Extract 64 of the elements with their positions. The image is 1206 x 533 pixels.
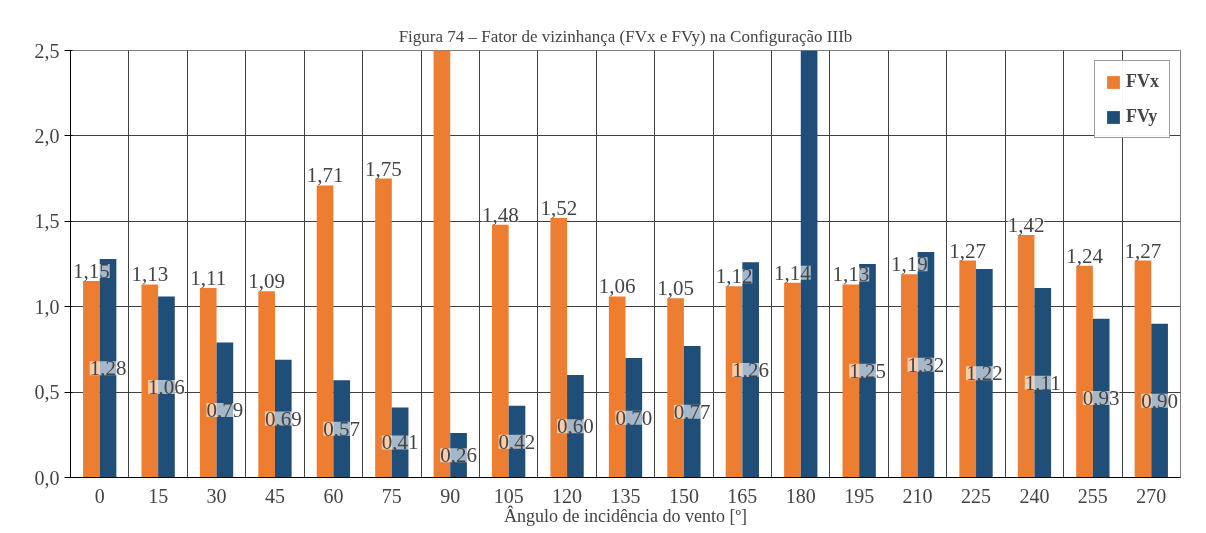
data-label: 1,27 [1124,238,1162,263]
x-tick-label: 195 [844,484,875,507]
x-tick-label: 165 [727,484,758,507]
data-label: 0,69 [264,406,302,431]
chart-title: Figura 74 – Fator de vizinhança (FVx e FVy) na Configuração IIIb [398,26,853,46]
data-label: 1,06 [598,274,636,299]
data-label: 1,13 [131,262,169,287]
data-label: 1,27 [949,238,987,263]
data-label: 1,11 [1024,370,1061,395]
data-label: 1,26 [732,357,770,382]
x-axis-title: Ângulo de incidência do vento [º] [504,504,748,526]
x-tick-label: 150 [668,484,699,507]
data-label: 0,70 [615,405,653,430]
legend-label: FVy [1126,106,1158,127]
x-tick-label: 15 [148,484,169,507]
x-tick-label: 180 [785,484,816,507]
data-label: 0,57 [323,416,361,441]
y-tick-label: 0,0 [34,466,60,489]
data-label: 1,48 [481,202,519,227]
data-label: 0,42 [498,429,536,454]
x-tick-label: 135 [610,484,641,507]
data-label: 0,90 [1141,388,1178,413]
data-label: 1,75 [365,156,402,181]
x-tick-label: 75 [381,484,402,507]
x-tick-label: 30 [206,484,227,507]
y-tick-label: 2,5 [34,39,60,62]
data-label: 1,05 [657,276,694,301]
data-label: 1,13 [832,262,870,287]
y-tick-label: 1,0 [34,295,60,318]
data-label: 0,93 [1082,386,1120,411]
data-label: 1,28 [89,356,127,381]
y-tick-label: 0,5 [34,381,60,404]
data-label: 1,19 [890,252,928,277]
data-label: 1,06 [148,374,185,399]
data-label: 0,41 [381,430,419,455]
x-tick-label: 210 [902,484,933,507]
data-label: 1,12 [715,264,753,289]
data-label: 0,77 [673,399,711,424]
data-label: 1,15 [73,259,110,284]
y-tick-label: 2,0 [34,124,60,147]
data-label: 1,25 [849,358,886,383]
x-tick-label: 240 [1019,484,1050,507]
data-label: 1,24 [1066,243,1104,268]
data-label: 1,22 [965,361,1003,386]
x-tick-label: 90 [440,484,461,507]
x-tick-label: 120 [552,484,583,507]
data-label: 1,71 [306,163,344,188]
data-label: 1,52 [540,195,578,220]
y-tick-label: 1,5 [34,210,60,233]
data-label: 1,32 [907,352,945,377]
data-label: 0,60 [557,414,594,439]
data-label: 0,79 [206,398,244,423]
data-label: 0,26 [440,443,477,468]
data-label: 1,42 [1007,212,1045,237]
bar [784,282,801,478]
data-label: 1,11 [190,265,227,290]
x-tick-label: 60 [323,484,344,507]
legend-label: FVx [1126,71,1159,92]
data-label: 1,09 [248,269,286,294]
x-tick-label: 45 [264,484,285,507]
x-tick-label: 0 [94,484,105,507]
x-tick-label: 225 [961,484,992,507]
x-tick-label: 270 [1136,484,1167,507]
x-tick-label: 255 [1077,484,1108,507]
